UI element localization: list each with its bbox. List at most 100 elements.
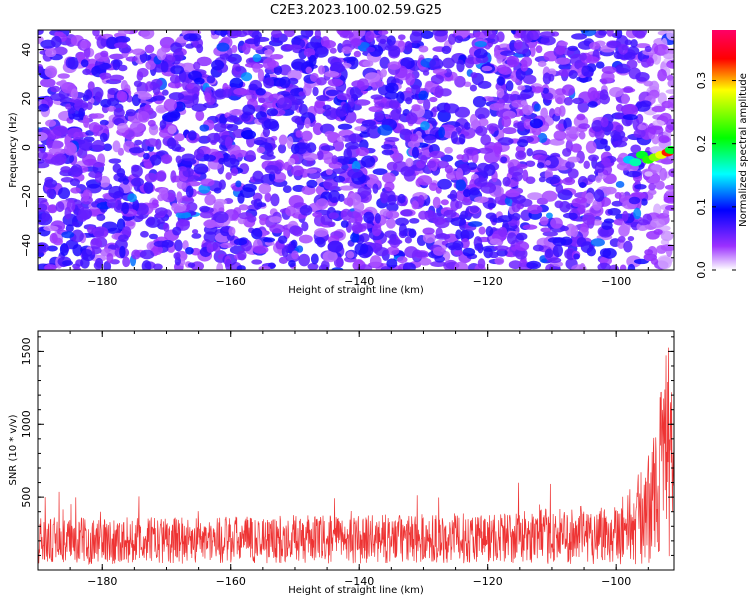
heatmap-cell <box>331 267 344 270</box>
heatmap-cell <box>633 128 646 139</box>
heatmap-cell <box>600 116 609 128</box>
heatmap-cell <box>273 65 283 76</box>
heatmap-cell <box>81 248 93 257</box>
heatmap-cell <box>328 212 339 220</box>
heatmap-cell <box>601 220 613 230</box>
heatmap-cell <box>505 190 520 198</box>
heatmap-cell <box>314 228 329 237</box>
heatmap-cell <box>216 262 224 270</box>
heatmap-cell <box>597 262 611 270</box>
heatmap-cell <box>256 146 266 154</box>
heatmap-cell <box>559 225 569 232</box>
snr-frame <box>37 330 675 571</box>
heatmap-cell <box>369 255 382 268</box>
heatmap-cell <box>325 168 333 176</box>
heatmap-cell <box>141 260 152 270</box>
heatmap-cell <box>432 217 446 225</box>
heatmap-cell <box>55 201 65 213</box>
heatmap-cell <box>607 208 621 216</box>
heatmap-cell <box>505 80 514 92</box>
heatmap-cell <box>377 124 393 136</box>
heatmap-cell <box>93 162 105 168</box>
heatmap-cell <box>428 182 438 192</box>
heatmap-cell <box>96 213 106 221</box>
heatmap-cell <box>312 86 319 97</box>
heatmap-cell <box>198 184 211 194</box>
heatmap-cell <box>455 200 463 209</box>
heatmap-cell <box>46 136 53 149</box>
heatmap-cell <box>464 121 471 130</box>
heatmap-cell <box>48 147 65 155</box>
heatmap-cell <box>489 238 502 245</box>
heatmap-cell <box>261 102 278 108</box>
heatmap-cell <box>455 179 467 191</box>
heatmap-cell <box>397 193 406 204</box>
heatmap-cell <box>424 210 437 222</box>
heatmap-cell <box>523 118 532 130</box>
heatmap-cell <box>176 191 183 204</box>
heatmap-cell <box>62 260 74 267</box>
heatmap-cell <box>361 119 376 127</box>
heatmap-cell <box>409 133 419 142</box>
heatmap-cell <box>385 82 399 94</box>
heatmap-cell <box>213 211 229 224</box>
heatmap-cell <box>544 160 551 166</box>
heatmap-cell <box>65 224 74 233</box>
heatmap-cell <box>575 197 588 204</box>
heatmap-cell <box>285 44 302 50</box>
heatmap-peak-cell <box>629 158 642 167</box>
heatmap-cell <box>174 133 185 142</box>
heatmap-cell <box>160 190 169 201</box>
heatmap-cell <box>38 131 48 142</box>
heatmap-cell <box>38 203 48 213</box>
heatmap-cell <box>587 101 598 108</box>
heatmap-cell <box>601 78 608 85</box>
heatmap-cell <box>353 201 365 212</box>
heatmap-cell <box>322 104 332 111</box>
heatmap-cell <box>282 185 292 194</box>
heatmap-cell <box>269 216 282 223</box>
heatmap-cell <box>98 63 112 70</box>
heatmap-cell <box>117 234 129 242</box>
heatmap-cell <box>386 161 398 171</box>
heatmap-cell <box>224 258 232 270</box>
heatmap-cell <box>323 178 339 190</box>
heatmap-cell <box>606 41 622 49</box>
heatmap-cell <box>224 136 233 149</box>
heatmap-cell <box>576 113 586 121</box>
heatmap-cell <box>152 83 161 96</box>
heatmap-cell <box>386 35 396 46</box>
heatmap-cell <box>638 219 649 226</box>
heatmap-cell <box>262 127 271 138</box>
heatmap-cell <box>592 199 602 211</box>
heatmap-cell <box>644 249 654 256</box>
heatmap-cell <box>581 65 590 77</box>
heatmap-cell <box>381 144 393 150</box>
heatmap-cell <box>296 120 305 130</box>
heatmap-cell <box>384 136 400 143</box>
heatmap-cell <box>218 179 226 190</box>
heatmap-cell <box>576 237 587 248</box>
heatmap-cell <box>403 262 412 270</box>
heatmap-cell <box>291 250 299 260</box>
heatmap-cell <box>152 199 159 206</box>
heatmap-cell <box>331 155 338 165</box>
heatmap-cell <box>133 80 142 88</box>
heatmap-cell <box>532 86 544 93</box>
heatmap-cell <box>432 246 445 256</box>
heatmap-cell <box>529 44 536 57</box>
heatmap-cell <box>160 153 173 165</box>
heatmap-cell <box>298 234 313 244</box>
heatmap-cell <box>355 147 370 157</box>
heatmap-cell <box>340 208 352 221</box>
heatmap-cell <box>225 172 232 180</box>
heatmap-cell <box>470 72 478 79</box>
heatmap-cell <box>116 90 126 101</box>
snr-x-axis-label: Height of straight line (km) <box>288 585 424 596</box>
heatmap-cell <box>578 123 590 130</box>
heatmap-cell <box>429 58 444 71</box>
heatmap-cell <box>257 68 265 82</box>
heatmap-cell <box>658 135 670 144</box>
heatmap-cell <box>372 168 388 176</box>
heatmap-cell <box>38 151 48 159</box>
